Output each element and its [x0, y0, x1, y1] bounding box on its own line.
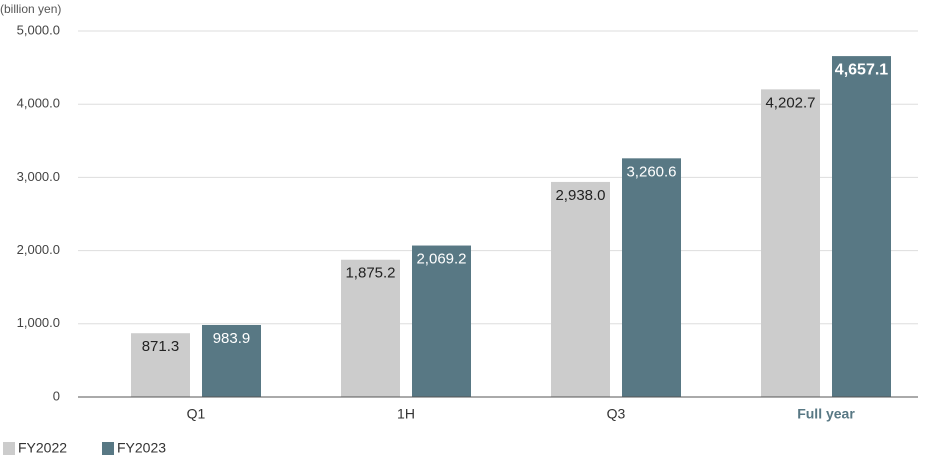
value-label: 3,260.6 [626, 163, 676, 180]
bar [761, 89, 820, 397]
bar [341, 259, 400, 397]
legend-swatch [3, 442, 15, 455]
value-label: 871.3 [142, 338, 180, 355]
value-label: 1,875.2 [345, 265, 395, 282]
y-tick-label: 2,000.0 [17, 242, 60, 257]
value-label: 983.9 [213, 330, 251, 347]
bar [622, 158, 681, 397]
bar [202, 324, 261, 397]
value-label: 4,202.7 [765, 94, 815, 111]
value-label: 4,657.1 [835, 61, 888, 78]
x-tick-label: 1H [397, 406, 415, 422]
bar [131, 333, 190, 397]
legend-label: FY2022 [18, 440, 67, 456]
x-tick-label: Q1 [187, 406, 206, 422]
y-tick-label: 3,000.0 [17, 169, 60, 184]
y-tick-label: 0 [53, 388, 60, 403]
y-tick-label: 4,000.0 [17, 96, 60, 111]
legend-label: FY2023 [117, 440, 166, 456]
x-tick-label: Full year [797, 406, 855, 422]
x-tick-label: Q3 [607, 406, 626, 422]
bar [551, 181, 610, 397]
unit-label: (billion yen) [0, 2, 61, 16]
y-tick-label: 5,000.0 [17, 22, 60, 37]
value-label: 2,069.2 [416, 251, 466, 268]
bar [832, 56, 891, 397]
bar [412, 245, 471, 397]
y-tick-label: 1,000.0 [17, 315, 60, 330]
legend-swatch [102, 442, 114, 455]
value-label: 2,938.0 [555, 187, 605, 204]
